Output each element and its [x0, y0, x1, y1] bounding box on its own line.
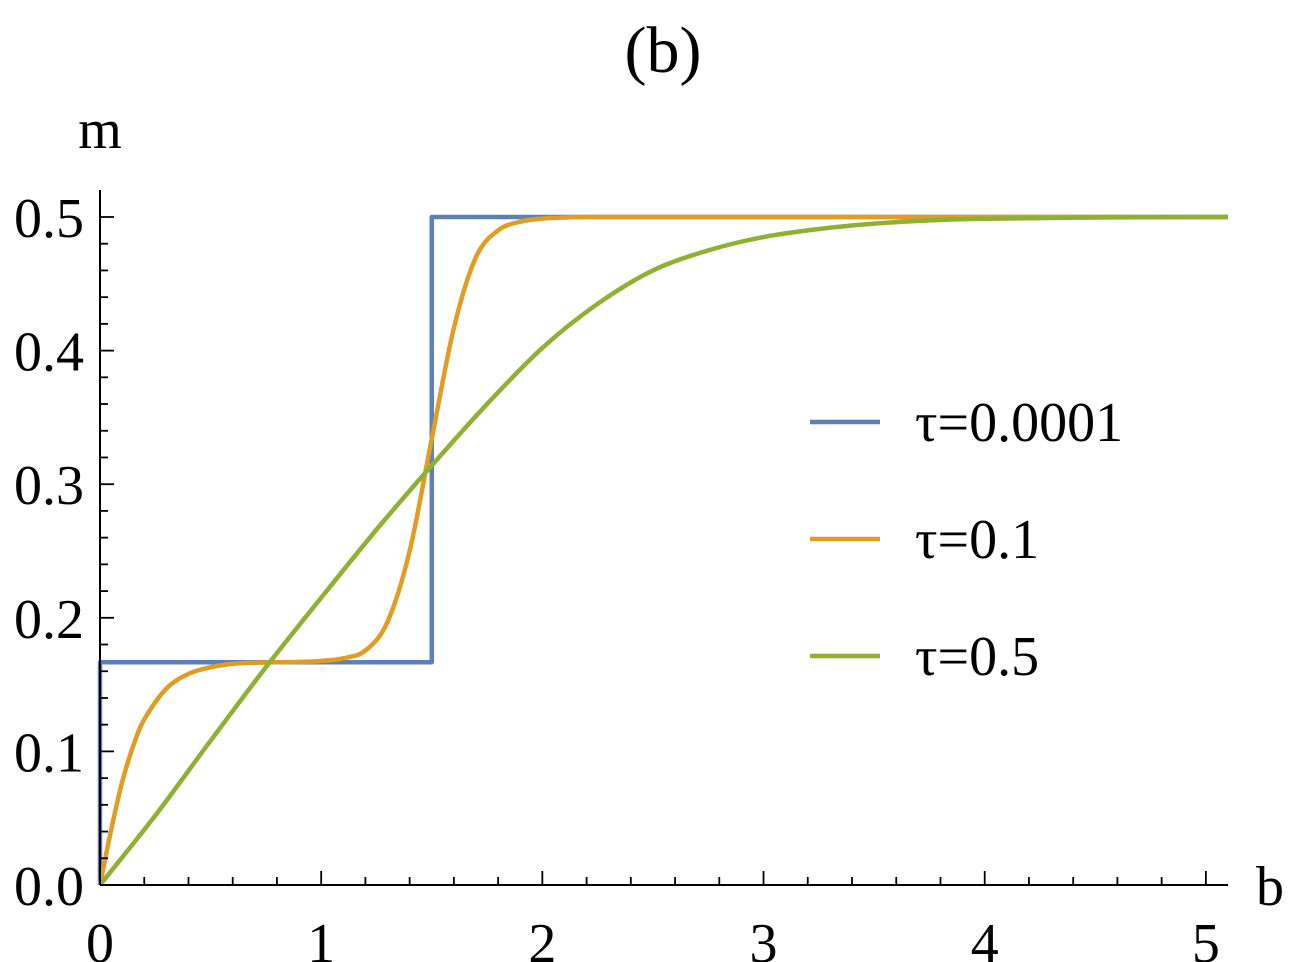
x-tick-label: 5: [1192, 913, 1220, 962]
x-tick-label: 3: [750, 913, 778, 962]
series-line-2: [97, 214, 1228, 886]
x-axis-label: b: [1256, 856, 1284, 918]
x-tick-label: 1: [307, 913, 335, 962]
legend-label-2: τ=0.1: [915, 509, 1039, 571]
y-tick-label: 0.5: [14, 188, 84, 250]
plot-lines: [97, 214, 1229, 887]
y-tick-label: 0.3: [14, 455, 84, 517]
series-line-3: [98, 214, 1229, 887]
x-tick-label: 4: [971, 913, 999, 962]
legend: τ=0.0001 τ=0.1 τ=0.5: [810, 392, 1123, 688]
legend-label-3: τ=0.5: [915, 626, 1039, 688]
chart-title: (b): [625, 14, 702, 87]
x-tick-label: 0: [86, 913, 114, 962]
legend-label-1: τ=0.0001: [915, 392, 1123, 454]
x-tick-label: 2: [528, 913, 556, 962]
y-tick-label: 0.0: [14, 856, 84, 918]
y-tick-label: 0.4: [14, 322, 84, 384]
axes: [99, 190, 1228, 886]
y-tick-label: 0.2: [14, 589, 84, 651]
y-axis-label: m: [78, 99, 122, 161]
axis-ticks: [99, 216, 1207, 886]
series-line-1: [97, 214, 1228, 885]
tick-labels: 0 1 2 3 4 5 0.0 0.1 0.2 0.3 0.4 0.5: [14, 188, 1220, 962]
y-tick-label: 0.1: [14, 722, 84, 784]
